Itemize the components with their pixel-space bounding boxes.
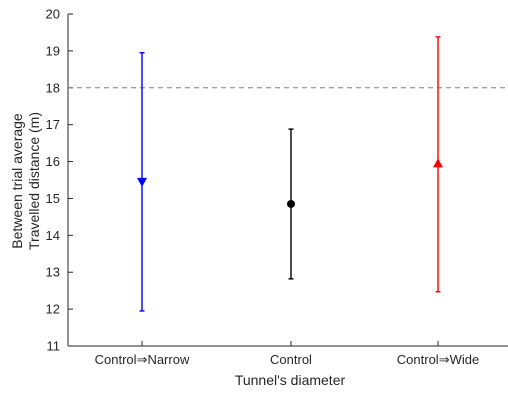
mean-marker	[433, 158, 443, 168]
mean-marker	[287, 199, 295, 208]
y-tick-label: 12	[46, 302, 60, 317]
x-axis-label: Tunnel's diameter	[235, 372, 346, 388]
y-tick-label: 17	[46, 117, 60, 132]
errorbar-point	[287, 128, 295, 280]
y-axis-label-line-2: Travelled distance (m)	[26, 112, 42, 250]
mean-marker	[137, 177, 147, 187]
data-series	[137, 36, 443, 312]
y-tick-label: 13	[46, 265, 60, 280]
y-tick-label: 11	[47, 339, 61, 354]
y-tick-label: 14	[46, 228, 60, 243]
y-tick-label: 18	[46, 80, 60, 95]
y-axis-label-group: Between trial average Travelled distance…	[9, 112, 42, 250]
y-tick-label: 20	[46, 7, 60, 22]
y-tick-label: 15	[46, 191, 60, 206]
y-tick-label: 19	[46, 43, 60, 58]
errorbar-point	[137, 52, 147, 312]
axes: 11 12 13 14 15 16 17 18 19 20 Control⇒Narrow Contro…	[46, 7, 508, 367]
errorbar-point	[433, 36, 443, 293]
x-tick-label: Control⇒Wide	[397, 352, 479, 367]
x-tick-label: Control⇒Narrow	[95, 352, 190, 367]
x-tick-label: Control	[270, 352, 312, 367]
y-tick-label: 16	[46, 154, 60, 169]
y-axis-label-line-1: Between trial average	[9, 113, 25, 249]
